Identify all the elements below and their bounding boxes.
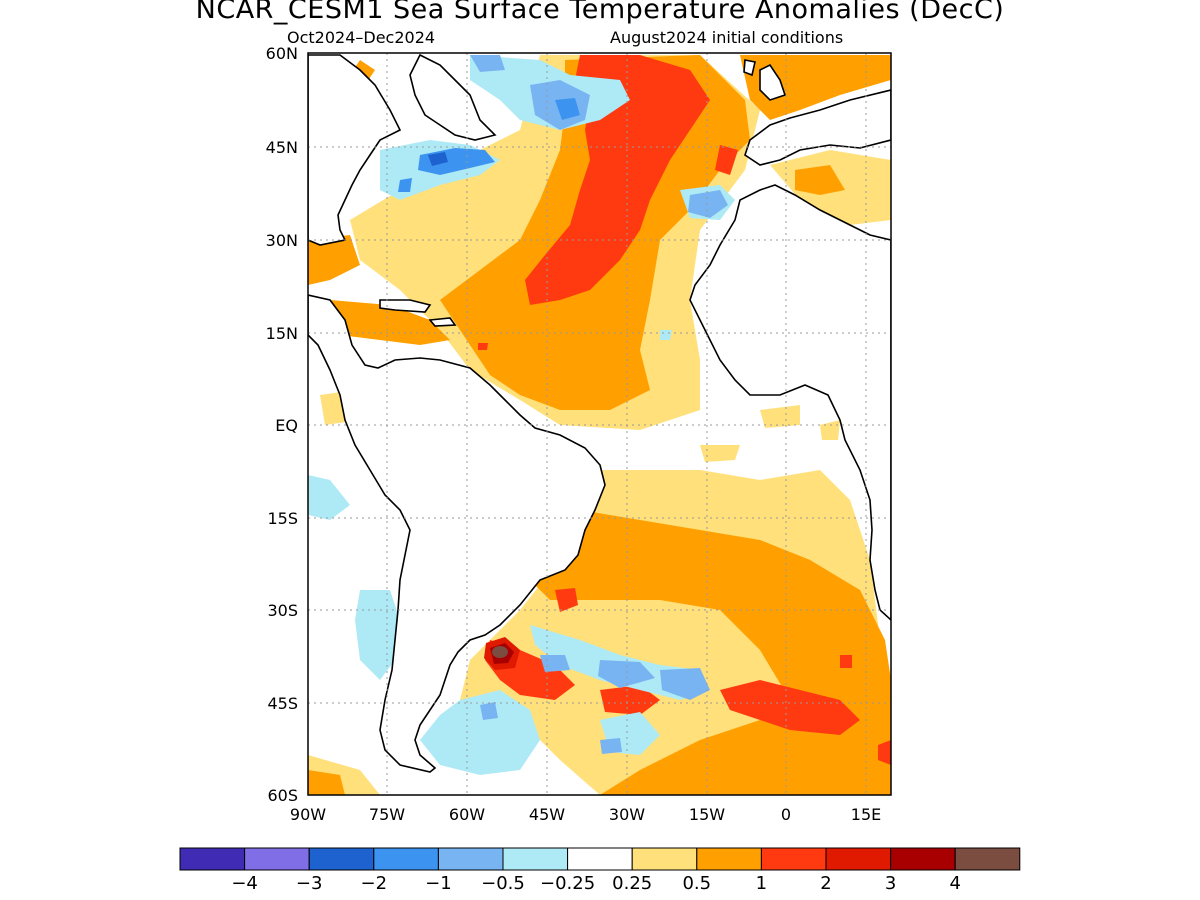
x-tick-label: 75W (369, 805, 405, 824)
map-frame (307, 52, 892, 796)
x-tick-label: 15W (689, 805, 725, 824)
colorbar-tick-label: 3 (885, 873, 896, 894)
colorbar-swatch (631, 847, 698, 871)
x-axis: 90W 75W 60W 45W 30W 15W 0 15E (290, 805, 881, 824)
map-title: NCAR_CESM1 Sea Surface Temperature Anoma… (195, 0, 1005, 25)
colorbar-swatch (567, 847, 633, 871)
y-tick-label: EQ (275, 416, 298, 435)
x-tick-label: 45W (529, 805, 565, 824)
colorbar (179, 847, 1021, 871)
colorbar-swatch (954, 847, 1021, 871)
y-axis: 60N 45N 30N 15N EQ 15S 30S 45S 60S (266, 44, 298, 805)
anomaly-field (308, 53, 891, 795)
y-tick-label: 60N (266, 44, 298, 63)
coastlines (308, 53, 891, 773)
colorbar-swatch (890, 847, 956, 871)
colorbar-tick-label: 1 (756, 873, 767, 894)
colorbar-tick-label: −0.25 (540, 873, 595, 894)
y-tick-label: 45N (266, 138, 298, 157)
colorbar-tick-label: 4 (949, 873, 960, 894)
anomaly-gt-4 (492, 646, 508, 658)
colorbar-swatch (308, 847, 375, 871)
colorbar-swatch (760, 847, 827, 871)
colorbar-tick-label: −2 (361, 873, 388, 894)
colorbar-tick-label: 0.5 (682, 873, 711, 894)
x-tick-label: 90W (290, 805, 326, 824)
initial-conditions-label: August2024 initial conditions (610, 28, 844, 47)
colorbar-tick-label: 2 (820, 873, 831, 894)
colorbar-tick-label: 0.25 (612, 873, 652, 894)
colorbar-swatch (244, 847, 310, 871)
x-tick-label: 60W (449, 805, 485, 824)
y-tick-label: 60S (267, 786, 298, 805)
colorbar-tick-label: −4 (231, 873, 258, 894)
colorbar-swatch (696, 847, 762, 871)
colorbar-tick-label: −3 (296, 873, 323, 894)
colorbar-swatch (502, 847, 569, 871)
colorbar-labels: −4 −3 −2 −1 −0.5 −0.25 0.25 0.5 1 2 3 4 (231, 873, 961, 894)
x-tick-label: 30W (609, 805, 645, 824)
y-tick-label: 30N (266, 231, 298, 250)
y-tick-label: 15N (266, 324, 298, 343)
graticule (308, 53, 891, 795)
forecast-period: Oct2024–Dec2024 (287, 28, 436, 47)
colorbar-swatch (373, 847, 439, 871)
colorbar-swatch (825, 847, 892, 871)
y-tick-label: 45S (267, 694, 298, 713)
y-tick-label: 15S (267, 509, 298, 528)
colorbar-tick-label: −1 (425, 873, 452, 894)
x-tick-label: 15E (851, 805, 881, 824)
x-tick-label: 0 (781, 805, 791, 824)
anomaly-neg-2 (428, 152, 448, 166)
colorbar-swatch (437, 847, 504, 871)
colorbar-swatch (179, 847, 246, 871)
y-tick-label: 30S (267, 601, 298, 620)
colorbar-tick-label: −0.5 (481, 873, 525, 894)
